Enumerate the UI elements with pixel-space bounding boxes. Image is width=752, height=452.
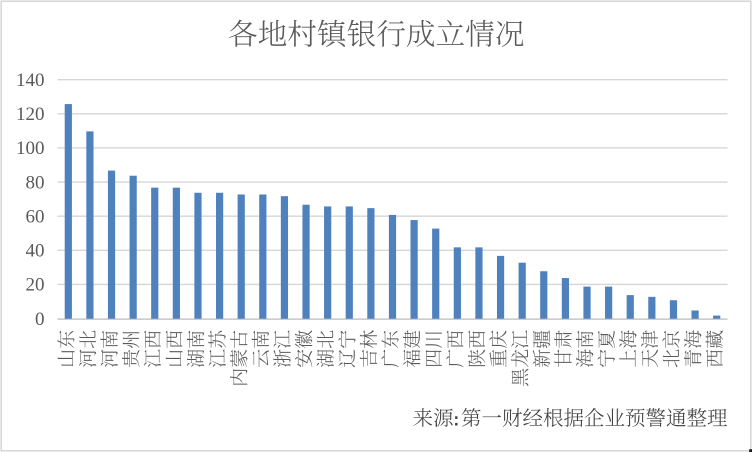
svg-text:20: 20 bbox=[26, 275, 45, 296]
svg-text:0: 0 bbox=[35, 309, 45, 330]
svg-text:100: 100 bbox=[16, 138, 45, 159]
svg-text:120: 120 bbox=[16, 104, 45, 125]
svg-text:40: 40 bbox=[26, 241, 45, 262]
svg-text:80: 80 bbox=[26, 172, 45, 193]
svg-text:140: 140 bbox=[16, 70, 45, 91]
svg-text:60: 60 bbox=[26, 206, 45, 227]
